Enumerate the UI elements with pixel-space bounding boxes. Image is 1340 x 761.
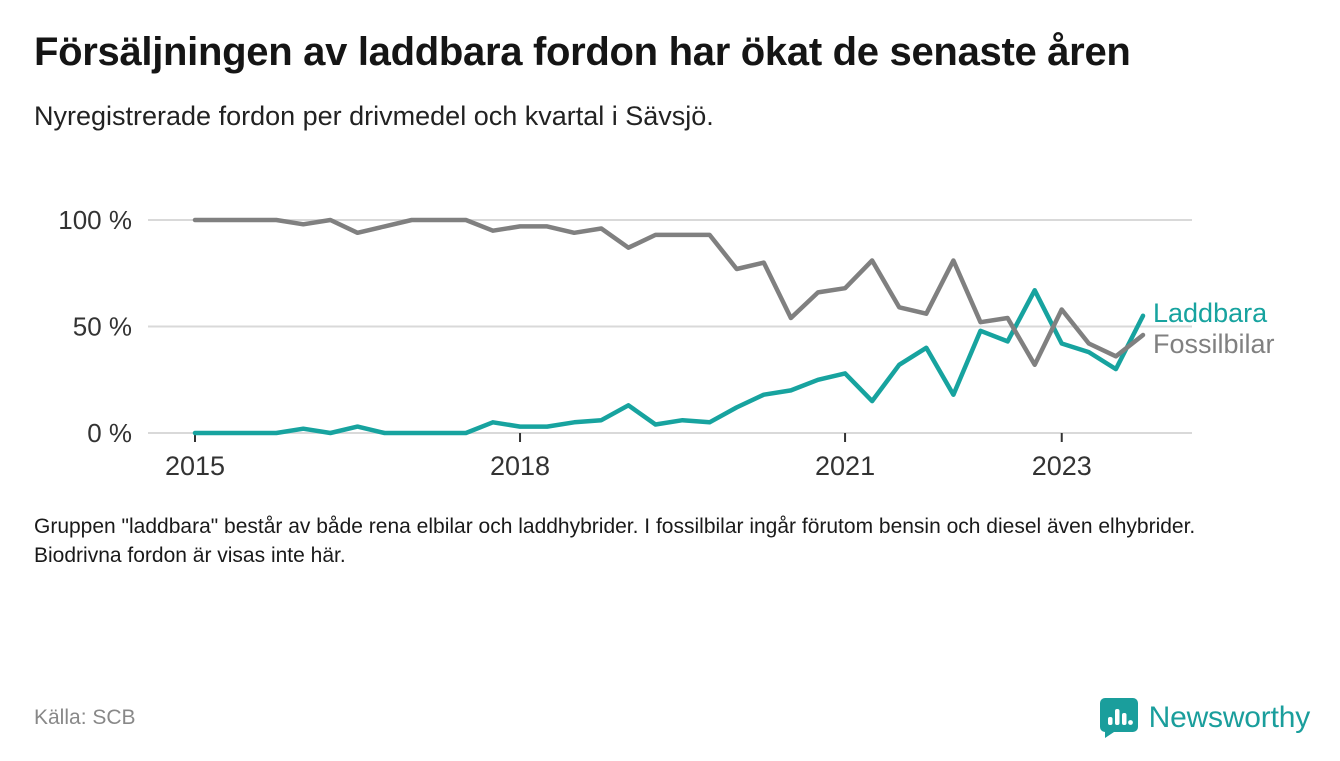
newsworthy-wordmark: Newsworthy xyxy=(1148,701,1311,734)
logo-bar-2 xyxy=(1114,709,1120,725)
newsworthy-logo: Newsworthy xyxy=(1099,697,1310,739)
logo-bar-1 xyxy=(1107,717,1113,725)
y-tick-label-100: 100 % xyxy=(58,205,132,235)
x-tick-label-2015: 2015 xyxy=(165,451,225,481)
chart-subtitle: Nyregistrerade fordon per drivmedel och … xyxy=(34,100,714,131)
logo-dot xyxy=(1127,720,1133,725)
x-tick-label-2023: 2023 xyxy=(1032,451,1092,481)
chart-footer: Källa: SCB Newsworthy xyxy=(34,697,1310,739)
y-tick-label-50: 50 % xyxy=(73,311,132,341)
series-line-laddbara xyxy=(192,287,1146,436)
chart-footnote: Gruppen "laddbara" består av både rena e… xyxy=(34,514,1196,568)
series-label-laddbara: Laddbara xyxy=(1153,298,1268,328)
line-chart: 0 % 50 % 100 % 2015 2018 2021 2023 LaddbaraFoss… xyxy=(58,205,1275,481)
x-tick-label-2018: 2018 xyxy=(490,451,550,481)
series-label-fossilbilar: Fossilbilar xyxy=(1153,329,1275,359)
series-line-fossilbilar xyxy=(192,217,1146,367)
y-tick-label-0: 0 % xyxy=(87,418,132,448)
logo-bar-3 xyxy=(1121,713,1127,725)
newsworthy-logo-icon xyxy=(1099,698,1138,738)
source-label: Källa: SCB xyxy=(34,706,136,729)
page-title: Försäljningen av laddbara fordon har öka… xyxy=(34,30,1131,74)
x-tick-label-2021: 2021 xyxy=(815,451,875,481)
